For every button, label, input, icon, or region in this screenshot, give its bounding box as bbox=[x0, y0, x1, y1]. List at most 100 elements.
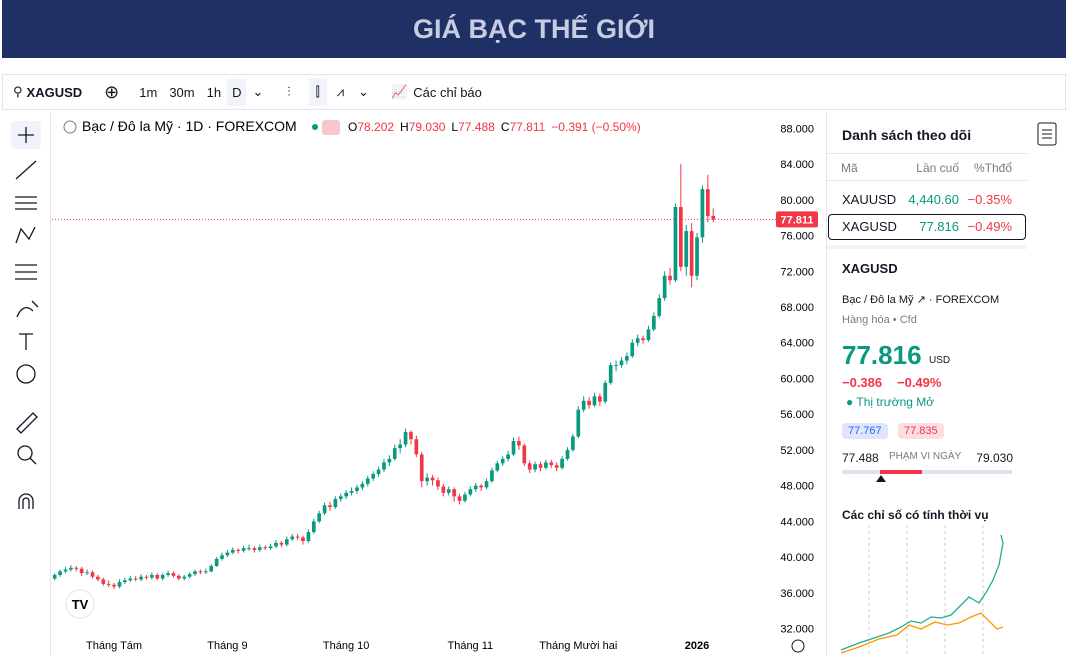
y-tick-label: 80.000 bbox=[780, 195, 814, 207]
divider bbox=[827, 180, 1027, 181]
candle-body bbox=[689, 231, 694, 276]
column-header[interactable]: %Thđổ bbox=[973, 161, 1012, 175]
candle-body bbox=[155, 574, 160, 579]
detail-symbol: XAGUSD bbox=[842, 261, 898, 276]
bars-button[interactable]: ⫶ bbox=[287, 84, 291, 99]
candle-body bbox=[58, 571, 62, 575]
candle-body bbox=[603, 382, 608, 402]
y-tick-label: 68.000 bbox=[780, 302, 814, 314]
ohlc-value: 77.488 bbox=[458, 120, 495, 134]
y-tick-label: 60.000 bbox=[780, 373, 814, 385]
right-panel: Danh sách theo dõi Mã Lần cuố %Thđổ XAUU… bbox=[826, 113, 1027, 656]
selected-row[interactable] bbox=[828, 214, 1026, 240]
news-button[interactable] bbox=[1037, 122, 1057, 146]
ohlc-change: −0.391 (−0.50%) bbox=[551, 120, 640, 134]
candle-body bbox=[182, 576, 187, 579]
watchlist-symbol[interactable]: XAGUSD bbox=[842, 219, 897, 234]
x-tick-label: Tháng Mười hai bbox=[539, 640, 617, 652]
candle-body bbox=[625, 356, 629, 361]
range-high: 79.030 bbox=[976, 451, 1013, 465]
indicators-button[interactable]: Các chỉ báo bbox=[413, 84, 482, 100]
candle-body bbox=[322, 505, 327, 514]
candle-body bbox=[204, 571, 208, 573]
fib-tool[interactable] bbox=[15, 196, 37, 210]
ohlc-value: 78.202 bbox=[357, 120, 394, 134]
ohlc-key: L bbox=[451, 120, 458, 134]
candle-body bbox=[311, 521, 316, 533]
candle-body bbox=[301, 537, 305, 542]
x-tick-label: 2026 bbox=[685, 640, 709, 652]
column-header[interactable]: Mã bbox=[841, 161, 858, 175]
cursor-tool[interactable] bbox=[18, 127, 34, 143]
compare-button[interactable]: ⩘ bbox=[336, 84, 345, 99]
emoji-tool[interactable] bbox=[16, 364, 36, 384]
dropdown[interactable]: ⌄ bbox=[358, 84, 370, 99]
candle-body bbox=[106, 583, 111, 585]
brush-tool[interactable] bbox=[16, 300, 39, 318]
ohlc-key: O bbox=[348, 120, 357, 134]
add-button[interactable]: ⊕ bbox=[104, 81, 120, 102]
candle-body bbox=[338, 496, 343, 500]
candle-body bbox=[581, 400, 586, 410]
candle-body bbox=[705, 189, 710, 216]
candle-body bbox=[500, 458, 505, 464]
settings-button[interactable] bbox=[791, 639, 805, 653]
column-header[interactable]: Lần cuố bbox=[916, 161, 959, 175]
candle-body bbox=[468, 489, 473, 495]
y-tick-label: 56.000 bbox=[780, 409, 814, 421]
candle-body bbox=[241, 548, 246, 551]
candle-body bbox=[123, 580, 127, 583]
candle-body bbox=[630, 342, 635, 357]
candle-body bbox=[214, 558, 219, 567]
candle-body bbox=[576, 409, 581, 437]
interval-button[interactable]: 1m bbox=[139, 84, 158, 100]
text-tool[interactable] bbox=[19, 333, 33, 350]
divider bbox=[827, 245, 1027, 249]
candle-body bbox=[79, 568, 84, 574]
interval-button[interactable]: 1h bbox=[206, 84, 222, 100]
side-bar bbox=[1037, 122, 1057, 146]
indicators-icon[interactable]: 📈 bbox=[391, 84, 408, 99]
candle-body bbox=[619, 360, 624, 366]
range-fill bbox=[880, 470, 922, 474]
candle-body bbox=[306, 532, 311, 542]
candle-body bbox=[522, 445, 527, 464]
candle-body bbox=[150, 574, 154, 578]
search-icon[interactable]: ⚲ bbox=[13, 84, 23, 99]
seasonal-chart bbox=[840, 525, 1004, 656]
candle-body bbox=[128, 578, 133, 581]
candle-body bbox=[403, 432, 408, 445]
candle-body bbox=[333, 499, 338, 508]
interval-button[interactable]: 30m bbox=[169, 84, 195, 100]
candle-body bbox=[419, 454, 424, 482]
y-tick-label: 52.000 bbox=[780, 445, 814, 457]
zoom-tool[interactable] bbox=[17, 445, 33, 461]
y-tick-label: 36.000 bbox=[780, 588, 814, 600]
candles-button[interactable]: ⫿ bbox=[308, 78, 327, 106]
status-dot bbox=[312, 124, 318, 130]
candle-body bbox=[473, 485, 478, 490]
toolbar: ⚲ XAGUSD ⊕ 1m 30m 1h D ⌄ ⫶ ⫿ ⩘ ⌄ 📈 Các c… bbox=[2, 74, 1066, 110]
interval-button[interactable]: D bbox=[227, 78, 247, 106]
candle-body bbox=[549, 462, 554, 466]
detail-exchange: FOREXCOM bbox=[935, 294, 1000, 306]
magnet-tool[interactable] bbox=[18, 493, 34, 509]
candle-body bbox=[436, 480, 440, 487]
candle-body bbox=[565, 449, 570, 459]
candle-body bbox=[112, 584, 116, 587]
watchlist-symbol[interactable]: XAUUSD bbox=[842, 192, 897, 207]
interval-dropdown[interactable]: ⌄ bbox=[252, 84, 264, 99]
candle-body bbox=[544, 462, 548, 468]
symbol-button[interactable]: XAGUSD bbox=[26, 84, 83, 100]
divider bbox=[827, 153, 1027, 154]
trendline-tool[interactable] bbox=[15, 160, 37, 180]
page-title: GIÁ BẠC THẾ GIỚI bbox=[412, 13, 656, 44]
pattern-tool[interactable] bbox=[15, 226, 36, 244]
candle-body bbox=[355, 487, 359, 491]
measure-tool[interactable] bbox=[16, 412, 38, 434]
candle-body bbox=[554, 465, 559, 468]
projection-tool[interactable] bbox=[15, 264, 37, 280]
candle-body bbox=[668, 275, 672, 281]
y-tick-label: 64.000 bbox=[780, 338, 814, 350]
